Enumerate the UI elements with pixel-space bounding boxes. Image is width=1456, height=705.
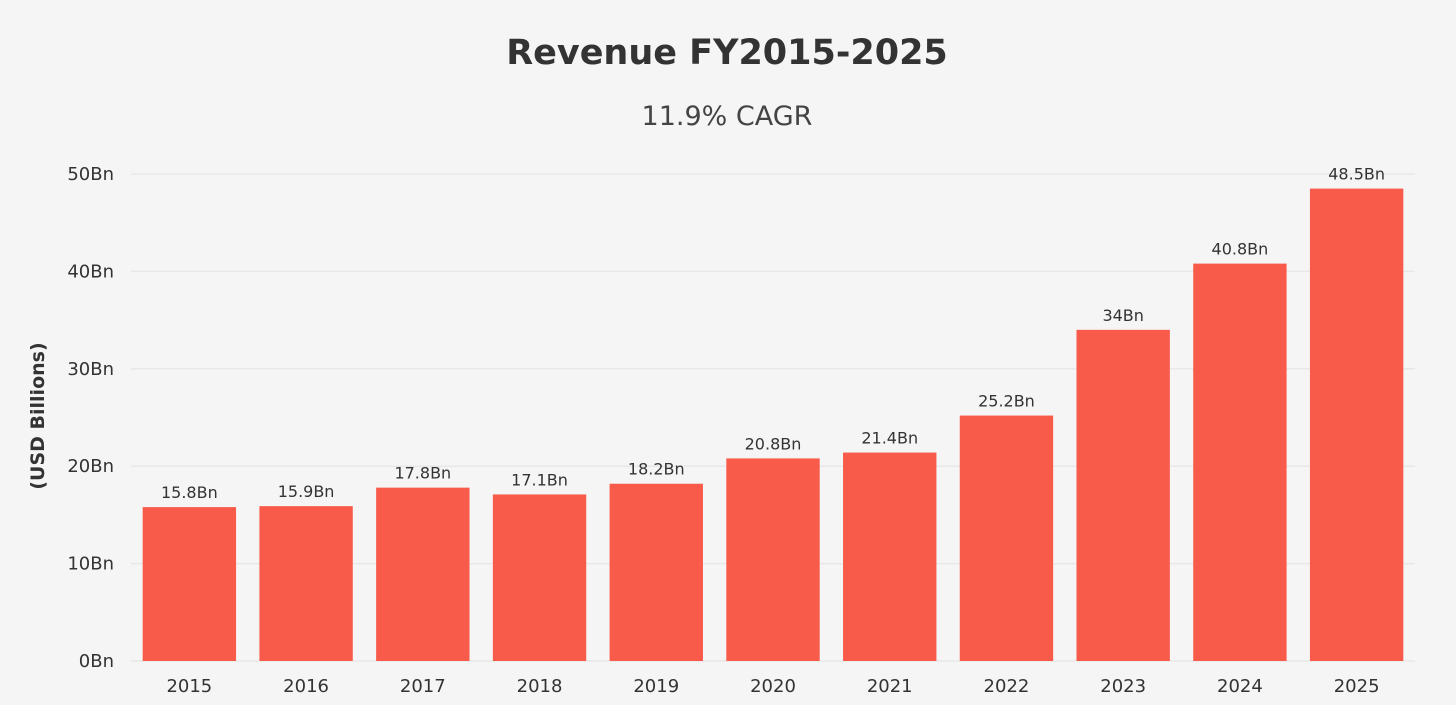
- axes: 0Bn 10Bn 20Bn 30Bn 40Bn 50Bn 2015 2016 2017 2018 2…: [67, 164, 1379, 697]
- x-tick-label-2018: 2018: [517, 676, 563, 697]
- x-tick-label-2023: 2023: [1100, 676, 1146, 697]
- data-label-2025: 48.5Bn: [1328, 165, 1385, 184]
- chart-title: Revenue FY2015-2025: [506, 33, 948, 73]
- bar-2023: [1076, 329, 1170, 661]
- x-tick-label-2024: 2024: [1217, 676, 1263, 697]
- y-tick-label: 10Bn: [67, 554, 114, 575]
- bar-2021: [843, 452, 937, 661]
- y-tick-label: 20Bn: [67, 456, 114, 477]
- data-label-2019: 18.2Bn: [628, 460, 685, 479]
- data-label-2016: 15.9Bn: [278, 482, 335, 501]
- x-tick-label-2016: 2016: [283, 676, 329, 697]
- x-tick-label-2025: 2025: [1334, 676, 1380, 697]
- bar-2015: [142, 507, 237, 661]
- y-tick-label: 30Bn: [67, 359, 114, 380]
- data-label-2023: 34Bn: [1102, 306, 1143, 325]
- bar-2019: [609, 483, 703, 661]
- x-tick-label-2020: 2020: [750, 676, 796, 697]
- x-tick-label-2015: 2015: [166, 676, 212, 697]
- bar-2022: [959, 415, 1054, 661]
- y-tick-label: 0Bn: [79, 651, 114, 672]
- data-label-2017: 17.8Bn: [394, 464, 451, 483]
- bar-2018: [492, 494, 587, 661]
- x-tick-label-2019: 2019: [633, 676, 679, 697]
- data-labels: 15.8Bn 15.9Bn 17.8Bn 17.1Bn 18.2Bn 20.8Bn 21.4…: [161, 165, 1385, 502]
- data-label-2024: 40.8Bn: [1212, 240, 1269, 259]
- y-tick-label: 50Bn: [67, 164, 114, 185]
- x-tick-label-2021: 2021: [867, 676, 913, 697]
- bar-2020: [726, 458, 820, 661]
- y-tick-label: 40Bn: [67, 261, 114, 282]
- bar-2016: [259, 506, 353, 661]
- x-tick-label-2022: 2022: [984, 676, 1030, 697]
- y-axis-label: (USD Billions): [27, 342, 49, 489]
- data-label-2018: 17.1Bn: [511, 470, 568, 489]
- bar-2024: [1193, 263, 1287, 661]
- data-label-2021: 21.4Bn: [861, 429, 918, 448]
- data-label-2020: 20.8Bn: [745, 434, 802, 453]
- data-label-2022: 25.2Bn: [978, 392, 1035, 411]
- x-tick-label-2017: 2017: [400, 676, 446, 697]
- bar-2017: [376, 487, 470, 661]
- chart-subtitle: 11.9% CAGR: [642, 101, 813, 132]
- bar-2025: [1309, 188, 1404, 662]
- data-label-2015: 15.8Bn: [161, 483, 218, 502]
- bars: [142, 188, 1404, 662]
